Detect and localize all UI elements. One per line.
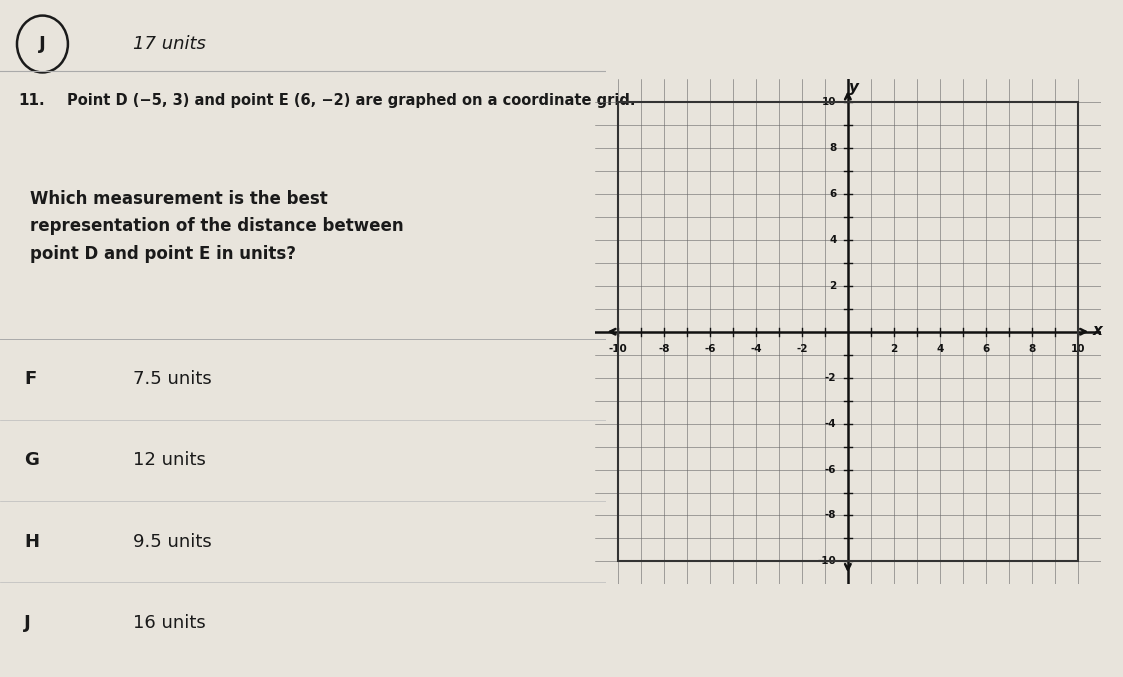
Text: -8: -8 <box>825 510 837 521</box>
Text: Point D (−5, 3) and point E (6, −2) are graphed on a coordinate grid.: Point D (−5, 3) and point E (6, −2) are … <box>66 93 636 108</box>
Text: J: J <box>39 35 46 53</box>
Text: 2: 2 <box>829 281 837 291</box>
Text: 8: 8 <box>1028 345 1035 354</box>
Text: -8: -8 <box>658 345 669 354</box>
Text: -4: -4 <box>824 418 837 429</box>
Text: 11.: 11. <box>18 93 45 108</box>
Text: -2: -2 <box>825 372 837 383</box>
Text: x: x <box>1093 323 1102 338</box>
Text: 12 units: 12 units <box>134 452 207 469</box>
Text: 7.5 units: 7.5 units <box>134 370 212 388</box>
Text: -2: -2 <box>796 345 807 354</box>
Text: Which measurement is the best
representation of the distance between
point D and: Which measurement is the best representa… <box>30 190 404 263</box>
Text: 10: 10 <box>822 97 837 107</box>
Text: 6: 6 <box>982 345 989 354</box>
Text: J: J <box>25 614 31 632</box>
Text: G: G <box>25 452 39 469</box>
Text: -10: -10 <box>818 556 837 567</box>
Text: -6: -6 <box>704 345 715 354</box>
Text: H: H <box>25 533 39 550</box>
Text: 16 units: 16 units <box>134 614 207 632</box>
Text: -10: -10 <box>609 345 628 354</box>
Text: 9.5 units: 9.5 units <box>134 533 212 550</box>
Text: 6: 6 <box>829 189 837 199</box>
Text: y: y <box>849 80 859 95</box>
Text: -4: -4 <box>750 345 761 354</box>
Text: 2: 2 <box>891 345 897 354</box>
Text: -6: -6 <box>825 464 837 475</box>
Text: 10: 10 <box>1070 345 1085 354</box>
Text: 4: 4 <box>829 235 837 245</box>
Text: 4: 4 <box>937 345 943 354</box>
Text: F: F <box>25 370 37 388</box>
Text: 17 units: 17 units <box>134 35 207 53</box>
Text: 8: 8 <box>829 143 837 153</box>
